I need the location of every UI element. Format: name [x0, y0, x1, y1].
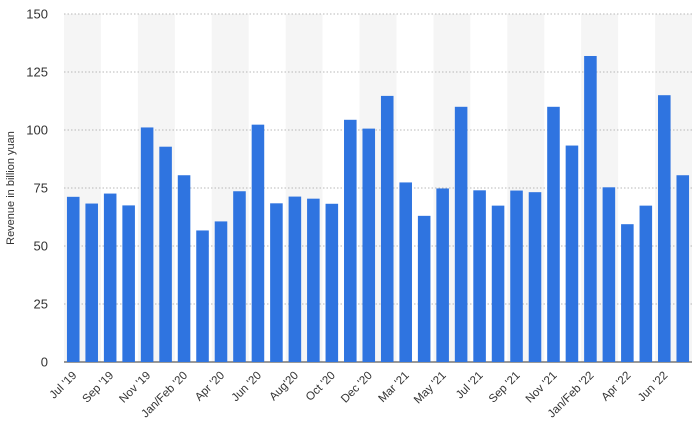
x-tick-label: Nov '19 [117, 370, 153, 406]
x-tick-label: Jul '19 [48, 370, 80, 402]
bar [344, 119, 357, 363]
bar [325, 203, 339, 362]
bar [621, 224, 634, 362]
bar [140, 127, 154, 362]
y-tick-label: 25 [34, 297, 48, 312]
y-tick-label: 50 [34, 239, 48, 254]
x-tick-label: Jun '20 [230, 370, 264, 404]
x-tick-label: Sep '21 [487, 370, 523, 406]
y-tick-label: 125 [26, 65, 48, 80]
bar [510, 190, 523, 362]
y-axis-title: Revenue in billion yuan [5, 131, 17, 245]
x-tick-label: May '21 [412, 370, 449, 407]
bar [547, 106, 560, 362]
bar [177, 175, 191, 362]
bar [399, 182, 412, 362]
bar [251, 124, 265, 362]
bar [362, 128, 376, 362]
x-tick-label: Jul '21 [454, 370, 486, 402]
bar [307, 198, 320, 362]
bar [602, 187, 616, 362]
bar [85, 203, 98, 362]
x-tick-label: Dec '20 [339, 370, 375, 406]
x-tick-label: Mar '21 [376, 370, 411, 405]
y-tick-label: 0 [41, 355, 48, 370]
x-tick-label: Oct '20 [304, 370, 338, 404]
bar [103, 193, 117, 362]
x-tick-label: Aug'20 [267, 370, 301, 404]
bar [233, 191, 246, 362]
y-axis-tick-labels: 0 25 50 75 100 125 150 [26, 7, 48, 370]
bar [159, 146, 172, 362]
bar [122, 205, 135, 362]
bar [454, 106, 468, 362]
bar [658, 95, 671, 362]
x-tick-label: Sep '19 [80, 370, 116, 406]
bar [639, 205, 653, 362]
y-tick-label: 100 [26, 123, 48, 138]
bar [565, 145, 579, 362]
bar [491, 205, 505, 362]
x-tick-label: Nov '21 [524, 370, 560, 406]
bar [380, 95, 394, 362]
x-tick-label: Jun '22 [636, 370, 670, 404]
bar [473, 190, 486, 362]
bar [270, 203, 283, 362]
bar [436, 188, 449, 362]
bar [288, 196, 302, 362]
bar [417, 215, 431, 362]
bar [66, 196, 80, 362]
y-tick-label: 75 [34, 181, 48, 196]
bar [528, 192, 542, 362]
bar [676, 175, 690, 362]
y-tick-label: 150 [26, 7, 48, 22]
bars [66, 55, 690, 363]
alternating-column-bands [64, 14, 692, 362]
x-tick-label: Apr '22 [599, 370, 633, 404]
bar [584, 55, 597, 362]
bar [196, 230, 209, 362]
bar [214, 221, 228, 362]
x-tick-label: Apr '20 [193, 370, 227, 404]
